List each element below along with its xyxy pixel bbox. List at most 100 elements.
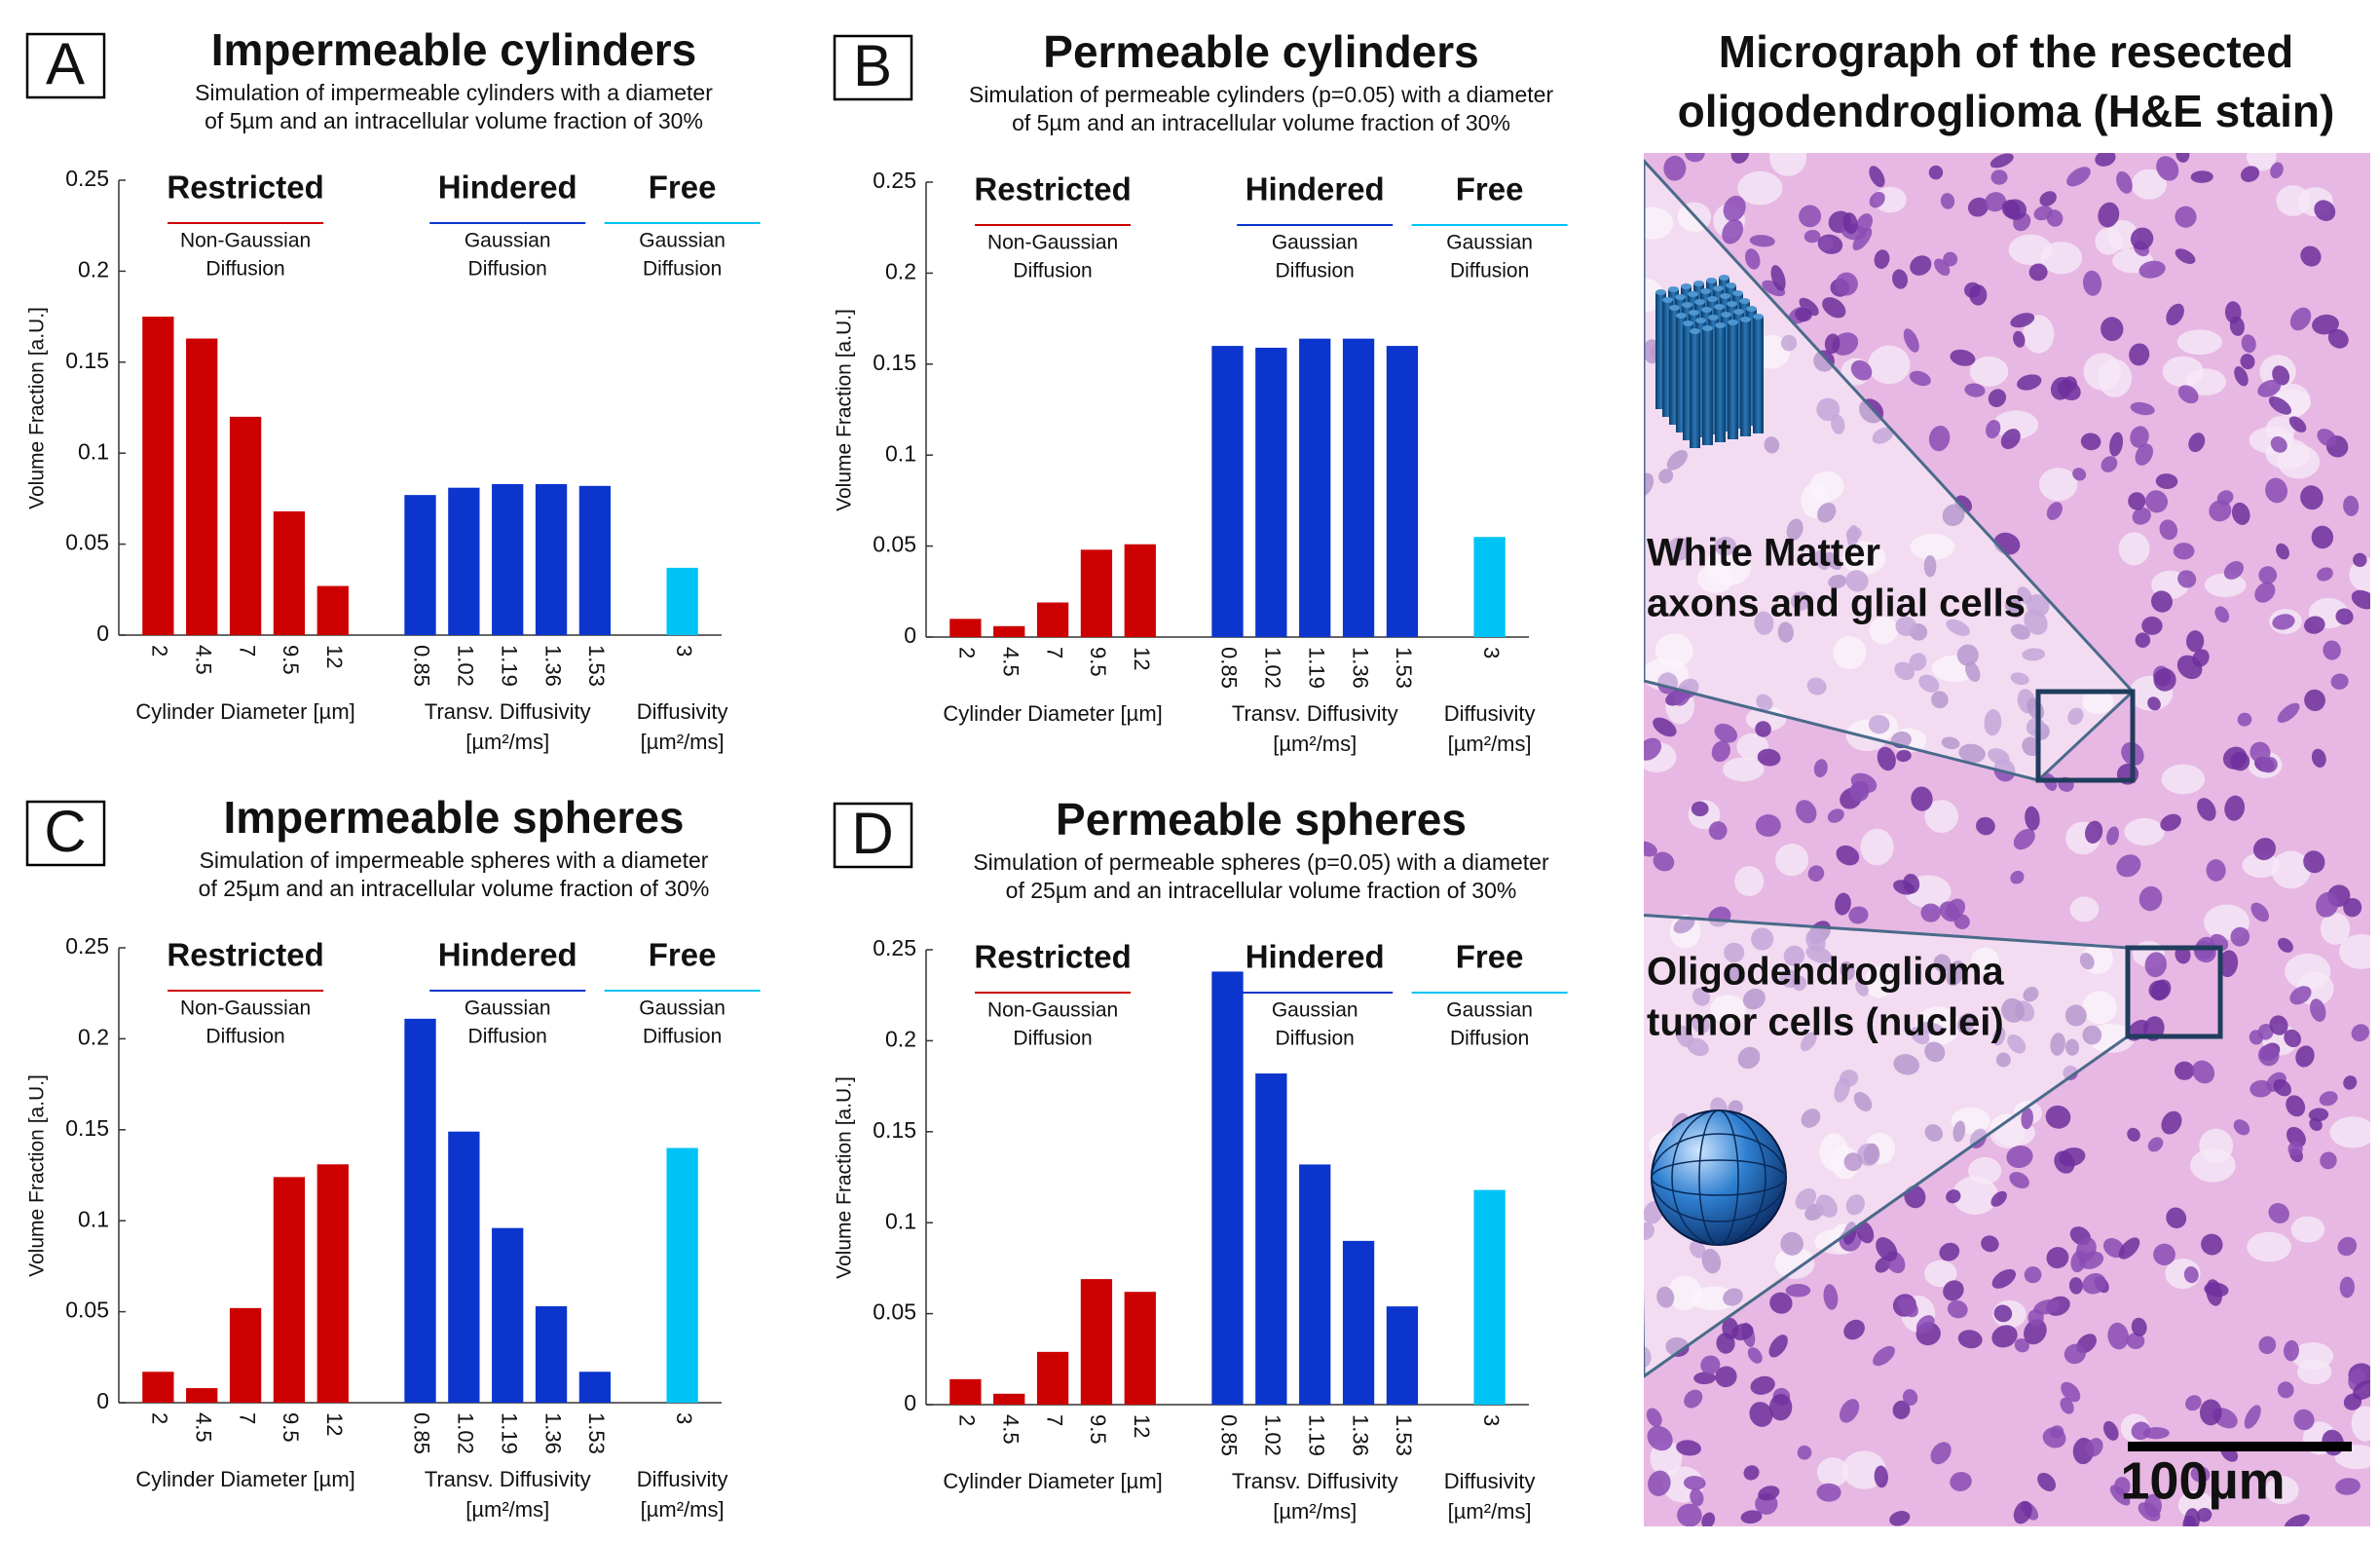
nucleus [1685,153,1705,163]
cell-halo [2277,444,2321,479]
nucleus [1701,1512,1716,1526]
nucleus [2148,980,2170,1000]
nucleus [1909,370,1931,387]
cylinder-top [1740,317,1751,322]
bar [186,338,218,635]
bar [316,585,349,635]
nucleus [2183,1508,2200,1526]
x-axis-label: [µm²/ms] [641,1497,725,1522]
nucleus [2270,435,2287,453]
bar [1036,602,1069,637]
nucleus [1663,155,1687,181]
nucleus [1716,1333,1735,1354]
bar [578,1372,612,1403]
x-tick-label: 2 [148,1412,172,1424]
bar [666,567,698,635]
nucleus [2177,385,2199,404]
cell-halo [1737,170,1783,206]
group-description: Diffusion [1450,1028,1529,1050]
nucleus [1986,419,2001,439]
nucleus [2261,757,2278,773]
bar [578,485,612,635]
cylinder-top [1727,301,1737,307]
y-tick-label: 0.05 [873,532,916,557]
bar [492,1227,524,1403]
micrograph-title: oligodendroglioma (H&E stain) [1678,86,2335,136]
nucleus [1768,1335,1788,1358]
x-tick-label: 12 [1130,1414,1154,1438]
nucleus [1730,153,1750,164]
nucleus [2138,885,2163,912]
bar [1342,338,1375,637]
nucleus [2230,926,2250,947]
cylinder-top [1693,281,1704,286]
bar [1211,971,1244,1405]
bar [949,1378,982,1405]
nucleus [1964,383,1986,397]
nucleus [1957,1330,1983,1349]
nucleus [1795,307,1812,322]
annotation: Oligodendroglioma [1647,951,2004,994]
x-tick-label: 12 [322,645,347,668]
chart-subtitle: Simulation of permeable spheres (p=0.05)… [973,849,1549,875]
bar [949,619,982,637]
nucleus [2353,1380,2370,1400]
bar [535,1305,568,1403]
x-tick-label: 0.85 [410,645,434,687]
nucleus [1708,821,1728,841]
nucleus [1915,1315,1935,1335]
nucleus [1930,1442,1952,1465]
nucleus [1827,809,1844,823]
x-axis-label: [µm²/ms] [1448,1499,1532,1523]
nucleus [2273,1078,2291,1097]
y-tick-label: 0.25 [65,166,109,191]
cylinder-top [1715,322,1726,328]
nucleus [2072,468,2087,481]
nucleus [1920,903,1941,922]
nucleus [2144,952,2167,978]
bar [1124,1292,1156,1405]
nucleus [2131,1317,2147,1336]
x-axis-label: [µm²/ms] [1448,732,1532,756]
chart-title: Permeable spheres [1056,794,1467,845]
nucleus [1755,721,1771,737]
nucleus [2209,500,2232,522]
cylinder [1669,308,1680,425]
zoom-box [2035,689,2136,783]
nucleus [2351,1024,2369,1042]
cylinder [1695,320,1706,437]
group-description: Gaussian [1446,232,1533,254]
nucleus [2224,301,2242,323]
nucleus [1677,1503,1702,1526]
group-label: Restricted [974,939,1131,975]
cell-halo [1723,757,1765,782]
group-description: Diffusion [1013,1028,1092,1050]
y-tick-label: 0.25 [873,168,916,193]
nucleus [1947,1299,1968,1319]
x-axis-label: [µm²/ms] [1273,732,1357,756]
cell-halo [1924,1260,1957,1288]
group-description: Gaussian [465,997,551,1020]
x-axis-label: Transv. Diffusivity [425,1467,591,1491]
cylinder [1733,312,1744,429]
chart-title: Impermeable spheres [223,792,684,843]
nucleus [2289,986,2312,1005]
nucleus [1843,1319,1865,1340]
nucleus [1644,737,1661,761]
x-tick-label: 0.85 [1217,1414,1242,1456]
annotation: White Matter [1647,532,1880,575]
cylinder-top [1655,289,1666,295]
nucleus [2000,429,2021,450]
x-axis-label: Diffusivity [637,699,728,724]
y-tick-label: 0 [904,622,916,648]
nucleus [2021,1108,2033,1130]
nucleus [1822,297,1846,319]
group-label: Hindered [438,937,577,973]
nucleus [2314,200,2336,221]
nucleus [2309,1117,2323,1131]
bar [273,510,306,635]
panel-letter-box [25,32,106,99]
x-tick-label: 1.36 [540,645,565,687]
nucleus [1758,1486,1780,1501]
x-tick-label: 0.85 [410,1412,434,1454]
